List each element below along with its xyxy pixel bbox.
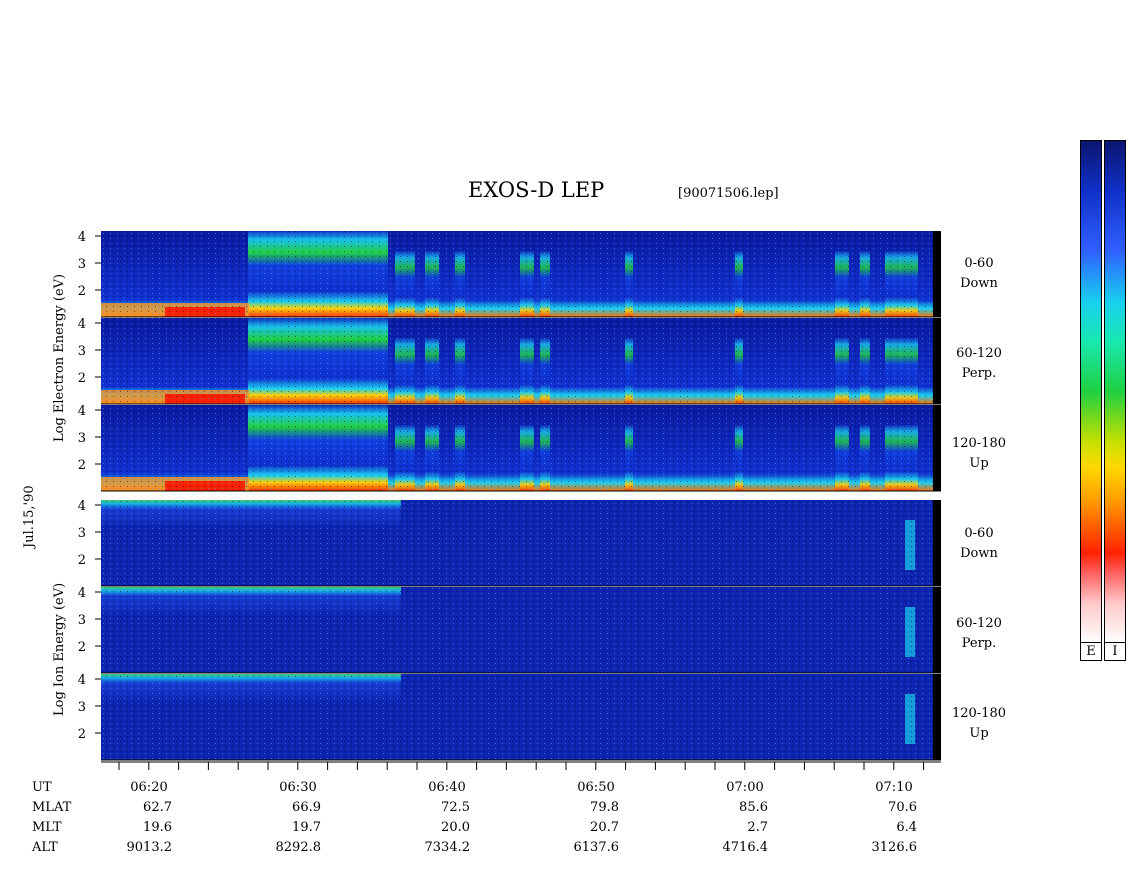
pitch-angle-range: 60-120 — [956, 616, 1002, 631]
pitch-angle-direction: Up — [969, 456, 989, 471]
y-tick-label: 3 — [78, 526, 86, 541]
y-tick-label: 4 — [78, 230, 86, 245]
row-value: 20.0 — [441, 820, 470, 835]
y-tick-label: 2 — [78, 640, 86, 655]
y-tick-label: 2 — [78, 284, 86, 299]
row-value: 7334.2 — [424, 840, 471, 855]
y-tick-label: 3 — [78, 700, 86, 715]
row-value: 3126.6 — [871, 840, 918, 855]
y-tick-label: 2 — [78, 553, 86, 568]
y-tick-label: 3 — [78, 344, 86, 359]
row-value: 19.6 — [143, 820, 172, 835]
chart-title: EXOS-D LEP — [468, 178, 605, 202]
spectrogram-panel — [101, 587, 941, 674]
row-value: 6137.6 — [573, 840, 620, 855]
spectrogram-panel — [101, 674, 941, 761]
row-label: ALT — [32, 840, 58, 855]
pitch-angle-direction: Perp. — [961, 636, 997, 651]
row-value: 06:30 — [279, 780, 317, 795]
row-value: 2.7 — [747, 820, 768, 835]
row-value: 4716.4 — [722, 840, 769, 855]
row-label: MLAT — [32, 800, 72, 815]
y-tick-label: 3 — [78, 431, 86, 446]
ion-colorbar — [1104, 140, 1126, 644]
row-value: 6.4 — [896, 820, 917, 835]
row-value: 8292.8 — [275, 840, 322, 855]
pitch-angle-range: 0-60 — [964, 256, 994, 271]
pitch-angle-label: 60-120 Perp. — [939, 344, 1019, 384]
spectrogram-panel — [101, 231, 941, 318]
row-value: 07:10 — [875, 780, 913, 795]
row-value: 72.5 — [441, 800, 470, 815]
pitch-angle-direction: Down — [960, 546, 998, 561]
row-value: 19.7 — [292, 820, 321, 835]
row-value: 66.9 — [292, 800, 321, 815]
pitch-angle-range: 120-180 — [951, 436, 1007, 451]
electron-colorbar-label: E — [1080, 642, 1102, 661]
row-value: 79.8 — [590, 800, 619, 815]
row-label: MLT — [32, 820, 62, 835]
row-value: 70.6 — [888, 800, 917, 815]
y-tick-label: 4 — [78, 317, 86, 332]
ion-colorbar-label: I — [1104, 642, 1126, 661]
y-tick-label: 2 — [78, 458, 86, 473]
y-tick-label: 4 — [78, 586, 86, 601]
pitch-angle-label: 0-60 Down — [939, 524, 1019, 564]
row-value: 85.6 — [739, 800, 768, 815]
pitch-angle-label: 60-120 Perp. — [939, 614, 1019, 654]
pitch-angle-label: 120-180 Up — [939, 434, 1019, 474]
pitch-angle-range: 60-120 — [956, 346, 1002, 361]
row-value: 06:40 — [428, 780, 466, 795]
file-label: [90071506.lep] — [678, 186, 779, 201]
row-value: 62.7 — [143, 800, 172, 815]
spectrogram-panel — [101, 318, 941, 405]
pitch-angle-label: 120-180 Up — [939, 704, 1019, 744]
pitch-angle-label: 0-60 Down — [939, 254, 1019, 294]
y-tick-label: 4 — [78, 673, 86, 688]
pitch-angle-direction: Perp. — [961, 366, 997, 381]
y-tick-label: 2 — [78, 727, 86, 742]
y-tick-label: 4 — [78, 499, 86, 514]
pitch-angle-range: 0-60 — [964, 526, 994, 541]
row-value: 20.7 — [590, 820, 619, 835]
row-value: 06:50 — [577, 780, 615, 795]
row-label: UT — [32, 780, 52, 795]
electron-colorbar — [1080, 140, 1102, 644]
y-tick-label: 3 — [78, 257, 86, 272]
y-tick-label: 4 — [78, 404, 86, 419]
pitch-angle-range: 120-180 — [951, 706, 1007, 721]
y-tick-label: 2 — [78, 371, 86, 386]
spectrogram-panel — [101, 500, 941, 587]
row-value: 9013.2 — [126, 840, 173, 855]
pitch-angle-direction: Down — [960, 276, 998, 291]
y-tick-label: 3 — [78, 613, 86, 628]
row-value: 06:20 — [130, 780, 168, 795]
pitch-angle-direction: Up — [969, 726, 989, 741]
row-value: 07:00 — [726, 780, 764, 795]
spectrogram-panel — [101, 405, 941, 492]
